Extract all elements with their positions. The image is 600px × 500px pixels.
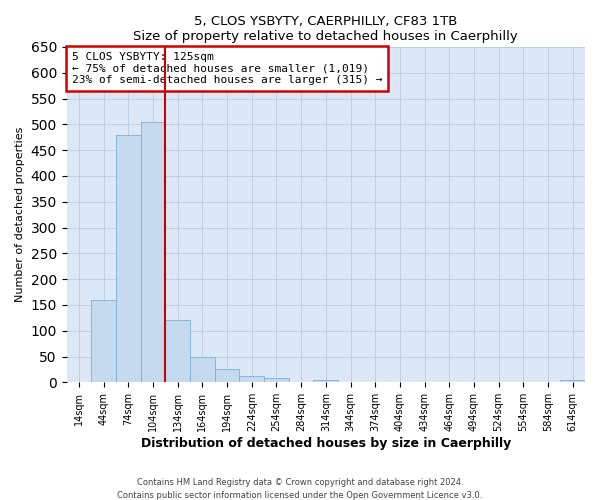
Bar — [560, 380, 585, 382]
Bar — [264, 378, 289, 382]
Bar — [116, 134, 141, 382]
Bar — [313, 380, 338, 382]
Bar — [215, 370, 239, 382]
Title: 5, CLOS YSBYTY, CAERPHILLY, CF83 1TB
Size of property relative to detached house: 5, CLOS YSBYTY, CAERPHILLY, CF83 1TB Siz… — [133, 15, 518, 43]
Bar — [166, 320, 190, 382]
Bar — [190, 356, 215, 382]
Text: Contains HM Land Registry data © Crown copyright and database right 2024.
Contai: Contains HM Land Registry data © Crown c… — [118, 478, 482, 500]
Bar — [239, 376, 264, 382]
Bar — [91, 300, 116, 382]
Bar — [141, 122, 166, 382]
X-axis label: Distribution of detached houses by size in Caerphilly: Distribution of detached houses by size … — [141, 437, 511, 450]
Text: 5 CLOS YSBYTY: 125sqm
← 75% of detached houses are smaller (1,019)
23% of semi-d: 5 CLOS YSBYTY: 125sqm ← 75% of detached … — [72, 52, 382, 85]
Y-axis label: Number of detached properties: Number of detached properties — [15, 127, 25, 302]
